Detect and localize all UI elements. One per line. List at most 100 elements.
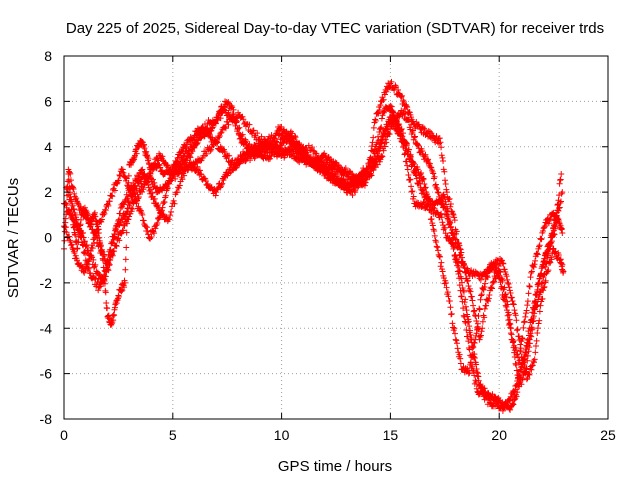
trace-marker bbox=[378, 139, 385, 146]
trace-marker bbox=[201, 132, 208, 139]
trace-marker bbox=[111, 187, 118, 194]
trace-marker bbox=[560, 269, 567, 276]
trace-marker bbox=[332, 180, 339, 187]
trace-marker bbox=[547, 259, 554, 266]
trace-marker bbox=[219, 107, 226, 114]
trace-marker bbox=[140, 217, 147, 224]
trace-marker bbox=[464, 265, 471, 272]
trace-marker bbox=[453, 257, 460, 264]
trace-marker bbox=[113, 242, 120, 249]
trace-marker bbox=[78, 234, 85, 241]
trace-marker bbox=[153, 202, 160, 209]
trace-marker bbox=[559, 261, 566, 268]
trace-marker bbox=[69, 184, 76, 191]
trace-marker bbox=[291, 133, 298, 140]
trace-marker bbox=[435, 135, 442, 142]
trace-marker bbox=[482, 302, 489, 309]
trace-marker bbox=[109, 252, 116, 259]
trace-marker bbox=[512, 312, 519, 319]
trace-marker bbox=[254, 130, 261, 137]
trace-marker bbox=[458, 293, 465, 300]
trace-marker bbox=[409, 188, 416, 195]
trace-marker bbox=[446, 235, 453, 242]
trace-marker bbox=[453, 337, 460, 344]
trace-marker bbox=[118, 215, 125, 222]
trace-marker bbox=[376, 129, 383, 136]
trace-marker bbox=[420, 186, 427, 193]
trace-marker bbox=[153, 184, 160, 191]
trace-marker bbox=[214, 139, 221, 146]
trace-marker bbox=[421, 153, 428, 160]
trace-marker bbox=[97, 280, 104, 287]
trace-marker bbox=[378, 115, 385, 122]
trace-marker bbox=[526, 344, 533, 351]
series-track-5 bbox=[65, 98, 561, 388]
trace-marker bbox=[134, 191, 141, 198]
trace-marker bbox=[510, 344, 517, 351]
trace-marker bbox=[442, 177, 449, 184]
trace-marker bbox=[370, 124, 377, 131]
trace-marker bbox=[88, 221, 95, 228]
data-point bbox=[558, 170, 565, 177]
y-tick-label: -2 bbox=[40, 275, 53, 291]
trace-marker bbox=[118, 166, 125, 173]
trace-marker bbox=[258, 133, 265, 140]
trace-marker bbox=[151, 195, 158, 202]
trace-marker bbox=[534, 288, 541, 295]
trace-marker bbox=[451, 325, 458, 332]
trace-marker bbox=[479, 318, 486, 325]
trace-marker bbox=[83, 243, 90, 250]
trace-marker bbox=[296, 159, 303, 166]
trace-marker bbox=[452, 330, 459, 337]
trace-marker bbox=[220, 104, 227, 111]
trace-marker bbox=[506, 397, 513, 404]
trace-marker bbox=[408, 121, 415, 128]
trace-marker bbox=[340, 170, 347, 177]
trace-marker bbox=[487, 265, 494, 272]
trace-marker bbox=[463, 327, 470, 334]
trace-marker bbox=[125, 179, 132, 186]
trace-marker bbox=[368, 167, 375, 174]
trace-marker bbox=[453, 243, 460, 250]
trace-marker bbox=[413, 175, 420, 182]
trace-marker bbox=[393, 117, 400, 124]
trace-marker bbox=[475, 326, 482, 333]
x-tick-label: 10 bbox=[274, 427, 290, 443]
trace-marker bbox=[70, 186, 77, 193]
trace-marker bbox=[189, 161, 196, 168]
data-point bbox=[426, 207, 433, 214]
trace-marker bbox=[403, 140, 410, 147]
trace-marker bbox=[545, 243, 552, 250]
trace-marker bbox=[146, 170, 153, 177]
trace-marker bbox=[97, 218, 104, 225]
trace-marker bbox=[441, 280, 448, 287]
trace-marker bbox=[536, 317, 543, 324]
trace-marker bbox=[75, 200, 82, 207]
trace-marker bbox=[435, 211, 442, 218]
data-markers bbox=[61, 78, 567, 414]
trace-marker bbox=[101, 267, 108, 274]
trace-marker bbox=[540, 284, 547, 291]
trace-marker bbox=[455, 264, 462, 271]
trace-marker bbox=[76, 231, 83, 238]
trace-marker bbox=[537, 289, 544, 296]
trace-marker bbox=[147, 170, 154, 177]
trace-marker bbox=[403, 103, 410, 110]
trace-marker bbox=[478, 328, 485, 335]
trace-marker bbox=[81, 269, 88, 276]
trace-marker bbox=[436, 140, 443, 147]
trace-marker bbox=[151, 230, 158, 237]
trace-marker bbox=[82, 250, 89, 257]
trace-marker bbox=[460, 288, 467, 295]
trace-marker bbox=[536, 308, 543, 315]
trace-marker bbox=[540, 261, 547, 268]
trace-marker bbox=[442, 198, 449, 205]
y-tick-label: 2 bbox=[44, 184, 52, 200]
trace-marker bbox=[94, 279, 101, 286]
trace-marker bbox=[83, 212, 90, 219]
trace-marker bbox=[96, 242, 103, 249]
series-trace-track-1 bbox=[61, 103, 565, 414]
trace-marker bbox=[335, 181, 342, 188]
trace-marker bbox=[556, 192, 563, 199]
trace-marker bbox=[530, 313, 537, 320]
